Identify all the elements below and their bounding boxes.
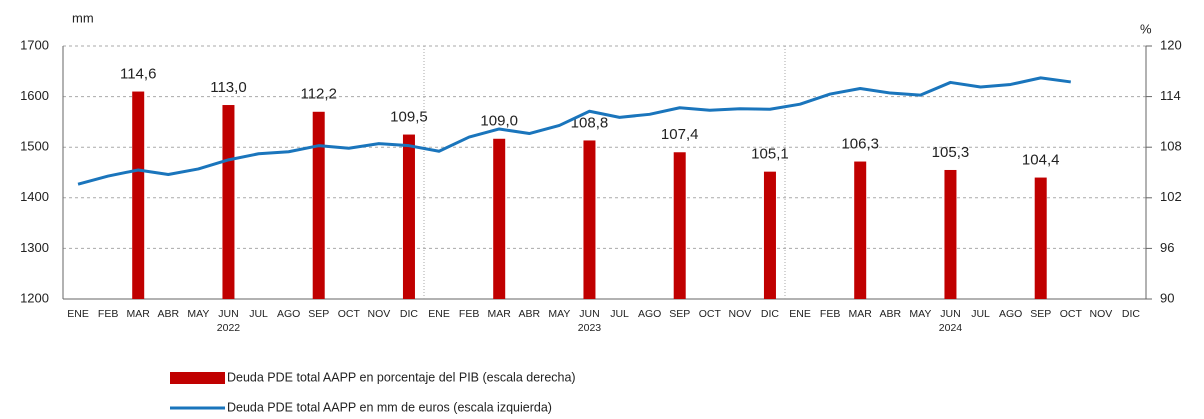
x-tick-label: DIC	[761, 308, 780, 320]
y-tick-label: 1600	[20, 88, 49, 103]
y2-tick-label: 96	[1160, 240, 1174, 255]
data-label: 104,4	[1022, 152, 1060, 169]
x-tick-label: JUL	[249, 308, 268, 320]
x-tick-label: JUN	[579, 308, 599, 320]
bar	[673, 152, 686, 299]
data-label: 112,2	[300, 86, 336, 103]
x-tick-label: SEP	[308, 308, 329, 320]
x-tick-label: MAY	[548, 308, 570, 320]
x-tick-label: ABR	[518, 308, 540, 320]
bar	[222, 105, 235, 300]
bar	[402, 134, 415, 299]
x-tick-label: FEB	[98, 308, 118, 320]
x-tick-label: JUN	[218, 308, 238, 320]
legend-label: Deuda PDE total AAPP en mm de euros (esc…	[227, 400, 552, 414]
data-label: 105,3	[932, 144, 970, 161]
x-tick-label: DIC	[400, 308, 419, 320]
y2-tick-label: 90	[1160, 290, 1174, 305]
x-tick-label: AGO	[638, 308, 661, 320]
legend-label: Deuda PDE total AAPP en porcentaje del P…	[227, 370, 576, 384]
x-tick-label: DIC	[1122, 308, 1141, 320]
x-tick-label: MAY	[187, 308, 209, 320]
bar	[854, 161, 867, 299]
x-tick-label: ABR	[157, 308, 179, 320]
x-tick-label: SEP	[1030, 308, 1051, 320]
data-label: 107,4	[661, 126, 699, 143]
x-tick-label: JUL	[610, 308, 629, 320]
x-tick-label: FEB	[459, 308, 479, 320]
x-tick-label: MAR	[849, 308, 873, 320]
year-label: 2024	[939, 322, 963, 334]
x-tick-label: ENE	[67, 308, 89, 320]
bar	[763, 171, 776, 299]
x-tick-label: OCT	[1060, 308, 1083, 320]
y-tick-label: 1700	[20, 37, 49, 52]
data-label: 109,0	[480, 113, 518, 130]
x-tick-label: FEB	[820, 308, 840, 320]
bar	[493, 138, 506, 299]
data-label: 114,6	[120, 66, 156, 83]
bar	[1034, 177, 1047, 299]
x-tick-label: SEP	[669, 308, 690, 320]
x-tick-label: OCT	[338, 308, 361, 320]
y2-tick-label: 120	[1160, 37, 1182, 52]
y2-tick-label: 108	[1160, 139, 1182, 154]
data-label: 109,5	[390, 109, 428, 126]
year-label: 2023	[578, 322, 602, 334]
x-tick-label: NOV	[1089, 308, 1112, 320]
y2-axis-label: %	[1140, 21, 1152, 36]
x-tick-label: MAR	[488, 308, 512, 320]
data-label: 113,0	[210, 79, 246, 96]
x-tick-label: AGO	[277, 308, 300, 320]
data-label: 108,8	[571, 114, 609, 131]
y-tick-label: 1300	[20, 240, 49, 255]
bar	[312, 111, 325, 299]
x-tick-label: ENE	[428, 308, 450, 320]
x-tick-label: OCT	[699, 308, 722, 320]
x-tick-label: ENE	[789, 308, 811, 320]
y2-tick-label: 114	[1160, 88, 1181, 103]
y-tick-label: 1200	[20, 290, 49, 305]
year-label: 2022	[217, 322, 241, 334]
y-tick-label: 1500	[20, 139, 49, 154]
x-tick-label: MAR	[127, 308, 151, 320]
y2-tick-label: 102	[1160, 189, 1182, 204]
x-tick-label: MAY	[909, 308, 931, 320]
x-tick-label: AGO	[999, 308, 1022, 320]
x-tick-label: NOV	[728, 308, 751, 320]
legend-swatch	[170, 372, 225, 384]
bar	[944, 169, 957, 299]
bar	[583, 140, 596, 299]
data-label: 106,3	[841, 136, 879, 153]
y-axis-label: mm	[72, 10, 94, 25]
x-tick-label: JUL	[971, 308, 990, 320]
x-tick-label: JUN	[940, 308, 960, 320]
line	[77, 76, 1071, 186]
y-tick-label: 1400	[20, 189, 49, 204]
x-tick-label: ABR	[879, 308, 901, 320]
bar	[132, 91, 145, 299]
x-tick-label: NOV	[367, 308, 390, 320]
data-label: 105,1	[751, 146, 789, 163]
